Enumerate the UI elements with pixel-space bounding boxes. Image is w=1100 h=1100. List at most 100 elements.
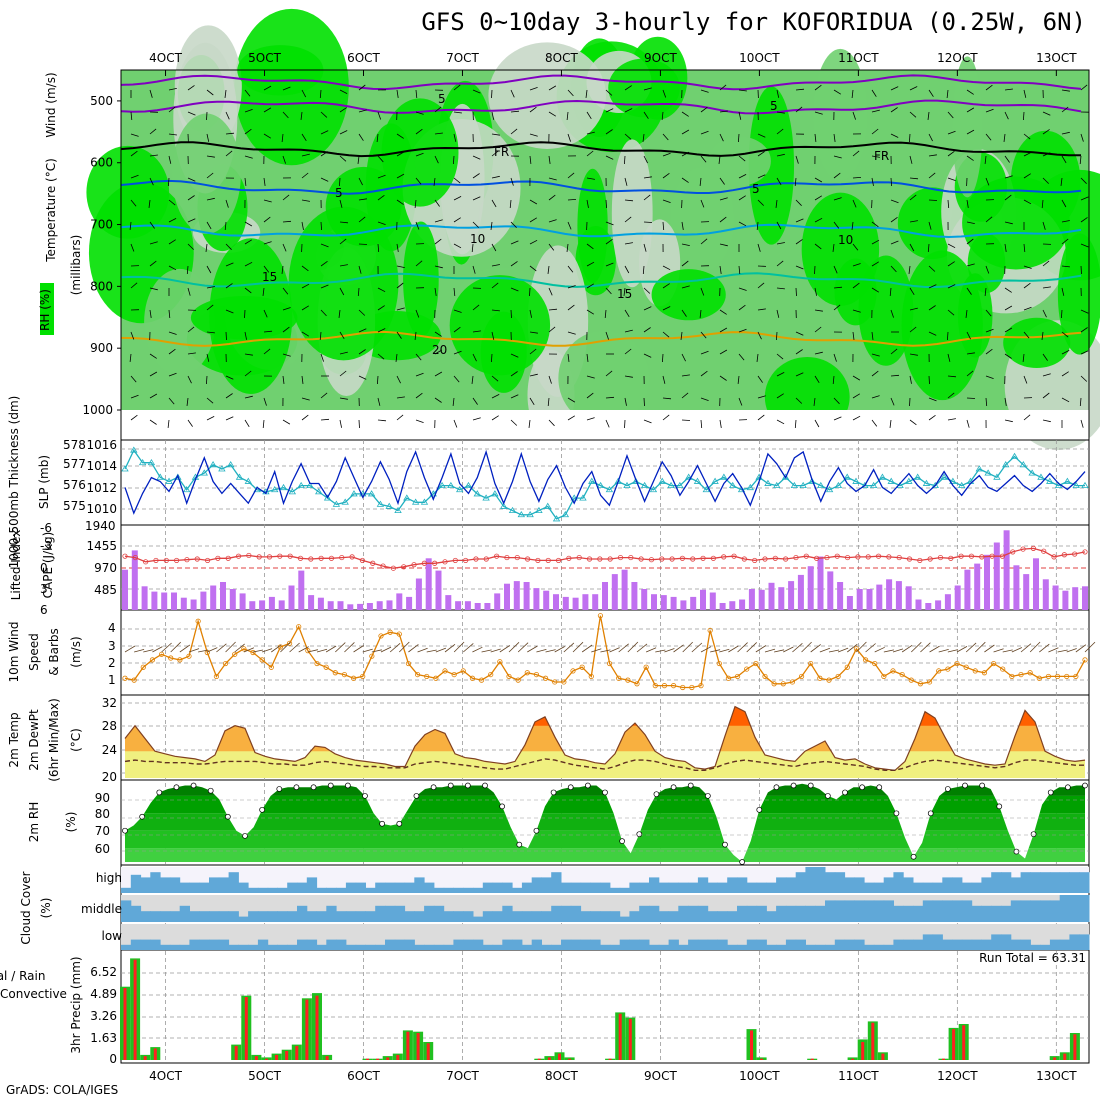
wind-speed-point bbox=[478, 677, 485, 683]
cloud-middle-bar bbox=[365, 911, 376, 922]
wind-barb bbox=[757, 308, 766, 311]
wind-barb bbox=[814, 287, 817, 296]
wind-barb-10m bbox=[691, 642, 703, 653]
rh-2m-point bbox=[190, 782, 197, 789]
wind-barb bbox=[453, 84, 461, 91]
cloud-middle-bar bbox=[297, 905, 308, 922]
lifted-index-point bbox=[927, 556, 933, 562]
rh-2m-point bbox=[465, 782, 471, 789]
wind-barb bbox=[852, 331, 855, 340]
wind-barb bbox=[985, 108, 994, 113]
wind-barb bbox=[548, 287, 553, 296]
rh-axis-label-1: 2m RH bbox=[27, 802, 41, 843]
wind-barb bbox=[795, 397, 803, 404]
wind-barb bbox=[1061, 265, 1070, 268]
rh-2m-point bbox=[225, 813, 231, 820]
wind-barb bbox=[1042, 373, 1051, 377]
wind-barb bbox=[776, 372, 785, 377]
cloud-low-bar bbox=[795, 939, 806, 950]
wind-barb bbox=[548, 177, 557, 181]
cape-bar bbox=[856, 589, 863, 610]
cape-bar bbox=[572, 597, 579, 610]
wind-barb bbox=[833, 286, 843, 289]
wind-barb bbox=[1023, 331, 1030, 339]
cloud-low-bar bbox=[306, 939, 318, 950]
cloud-high-bar bbox=[482, 882, 494, 893]
cloud-middle-bar bbox=[629, 911, 640, 922]
wind-barb-10m bbox=[499, 645, 511, 653]
cloud-low-bar bbox=[619, 939, 630, 950]
rh-2m-point bbox=[619, 838, 625, 844]
wind-speed-point bbox=[936, 668, 942, 674]
rh-band bbox=[125, 795, 1085, 814]
wind-barb bbox=[301, 331, 310, 337]
rh-region bbox=[901, 250, 983, 401]
thickness-point bbox=[376, 500, 385, 507]
cape-bar bbox=[141, 586, 148, 610]
wind-barb bbox=[396, 282, 404, 289]
cloud-low-bar bbox=[130, 939, 142, 950]
wind-barb bbox=[320, 151, 328, 157]
cloud-high-bar bbox=[365, 887, 376, 893]
thickness-point bbox=[561, 510, 570, 518]
wind-barb bbox=[586, 283, 595, 289]
wind-speed-point bbox=[323, 664, 329, 670]
wind-barb-10m bbox=[271, 644, 282, 653]
lifted-index-point bbox=[1051, 554, 1057, 560]
wind-barb bbox=[149, 287, 158, 291]
wind-barb bbox=[1004, 397, 1007, 406]
wind-barb bbox=[130, 133, 139, 137]
x-tick-label-top: 12OCT bbox=[937, 51, 978, 65]
cloud-middle-bar bbox=[375, 905, 386, 922]
cloud-middle-bar bbox=[521, 911, 533, 922]
rh-2m-point bbox=[310, 784, 317, 791]
rh-2m-point bbox=[207, 787, 214, 794]
wind-barb bbox=[130, 331, 135, 340]
precip-convective-bar bbox=[386, 1057, 390, 1060]
cloud-middle-bar bbox=[326, 905, 337, 922]
pressure-tick-label: 900 bbox=[90, 341, 113, 355]
isotherm-line bbox=[120, 141, 1081, 158]
cloud-high-bar bbox=[179, 882, 190, 893]
rh-2m-point bbox=[825, 793, 831, 799]
wind-barb-10m bbox=[609, 647, 620, 653]
wind-barb bbox=[453, 326, 461, 333]
wind-barb bbox=[871, 261, 880, 267]
cloud-low-bar bbox=[1059, 939, 1070, 950]
wind-barb bbox=[719, 177, 725, 185]
wind-barb bbox=[928, 284, 937, 289]
wind-barb bbox=[472, 397, 478, 405]
wind-barb bbox=[719, 133, 724, 142]
thickness-point bbox=[834, 481, 843, 489]
wind-barb-10m bbox=[837, 647, 849, 653]
thickness-point bbox=[130, 446, 138, 453]
wind-speed-point bbox=[835, 673, 841, 680]
thickness-point bbox=[588, 477, 596, 484]
rh-region bbox=[288, 206, 399, 361]
wind-speed-point bbox=[387, 629, 393, 635]
wind-speed-point bbox=[396, 631, 402, 637]
cloud-low-bar bbox=[873, 944, 885, 950]
rh-2m-point bbox=[790, 782, 797, 789]
wind-barb bbox=[415, 89, 418, 99]
wind-barb bbox=[377, 221, 386, 225]
wind-barb bbox=[909, 326, 917, 333]
cape-bar bbox=[1042, 579, 1049, 610]
cloud-high-bar bbox=[639, 882, 650, 893]
cape-bar bbox=[954, 585, 961, 610]
wind-barb bbox=[1079, 155, 1082, 165]
wind-barb bbox=[453, 155, 455, 165]
wind-barb bbox=[776, 287, 785, 290]
wind-barb-10m bbox=[1075, 644, 1087, 653]
cloud-middle-bar bbox=[668, 911, 679, 922]
wind-barb-10m bbox=[655, 649, 666, 653]
wind-barb-10m bbox=[801, 641, 812, 653]
wind-barb bbox=[586, 199, 589, 208]
wind-barb bbox=[548, 194, 556, 201]
wind-barb bbox=[1004, 287, 1012, 293]
wind-speed-point bbox=[926, 679, 933, 685]
wind-barb bbox=[700, 106, 708, 113]
wind-barb bbox=[776, 260, 784, 267]
rh-legend-label: RH (%) bbox=[38, 289, 52, 331]
cloud-low-bar bbox=[385, 939, 396, 950]
